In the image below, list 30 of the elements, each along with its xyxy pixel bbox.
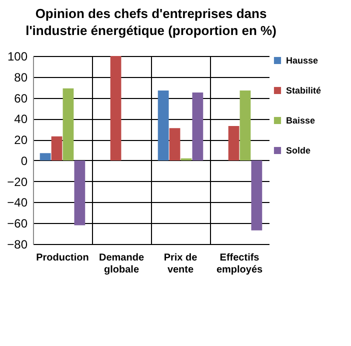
y-tick-label: −80 [7, 238, 28, 252]
bar [74, 160, 86, 226]
y-tick-label: 100 [7, 50, 28, 64]
y-tick-label: 20 [14, 133, 28, 148]
bar [110, 56, 122, 160]
y-tick-label: −20 [7, 174, 28, 189]
legend-label: Hausse [286, 56, 318, 66]
y-tick-label: 80 [14, 70, 28, 84]
bar [40, 153, 51, 160]
bar [251, 160, 262, 230]
y-tick-label: 0 [20, 154, 28, 168]
bar [240, 90, 251, 160]
bar [158, 90, 169, 160]
legend-label: Baisse [286, 116, 316, 126]
bar [169, 128, 180, 160]
x-tick-label: Demande globale [98, 252, 144, 276]
y-tick-label: −40 [7, 196, 28, 210]
bar [62, 88, 74, 160]
chart-title: Opinion des chefs d'entreprises dans l'industrie énergétique (proportion en %) [26, 6, 276, 38]
y-tick-label: −60 [7, 216, 28, 231]
bar [51, 136, 62, 160]
legend-label: Stabilité [286, 86, 322, 96]
y-tick-label: 60 [14, 91, 28, 106]
x-tick-label: Prix de vente [164, 252, 198, 276]
x-tick-label: Production [36, 252, 89, 264]
y-tick-label: 40 [14, 112, 28, 126]
bar [228, 126, 240, 160]
legend-label: Solde [286, 146, 311, 156]
x-tick-label: Effectifs employés [216, 252, 263, 276]
bar [192, 92, 204, 160]
